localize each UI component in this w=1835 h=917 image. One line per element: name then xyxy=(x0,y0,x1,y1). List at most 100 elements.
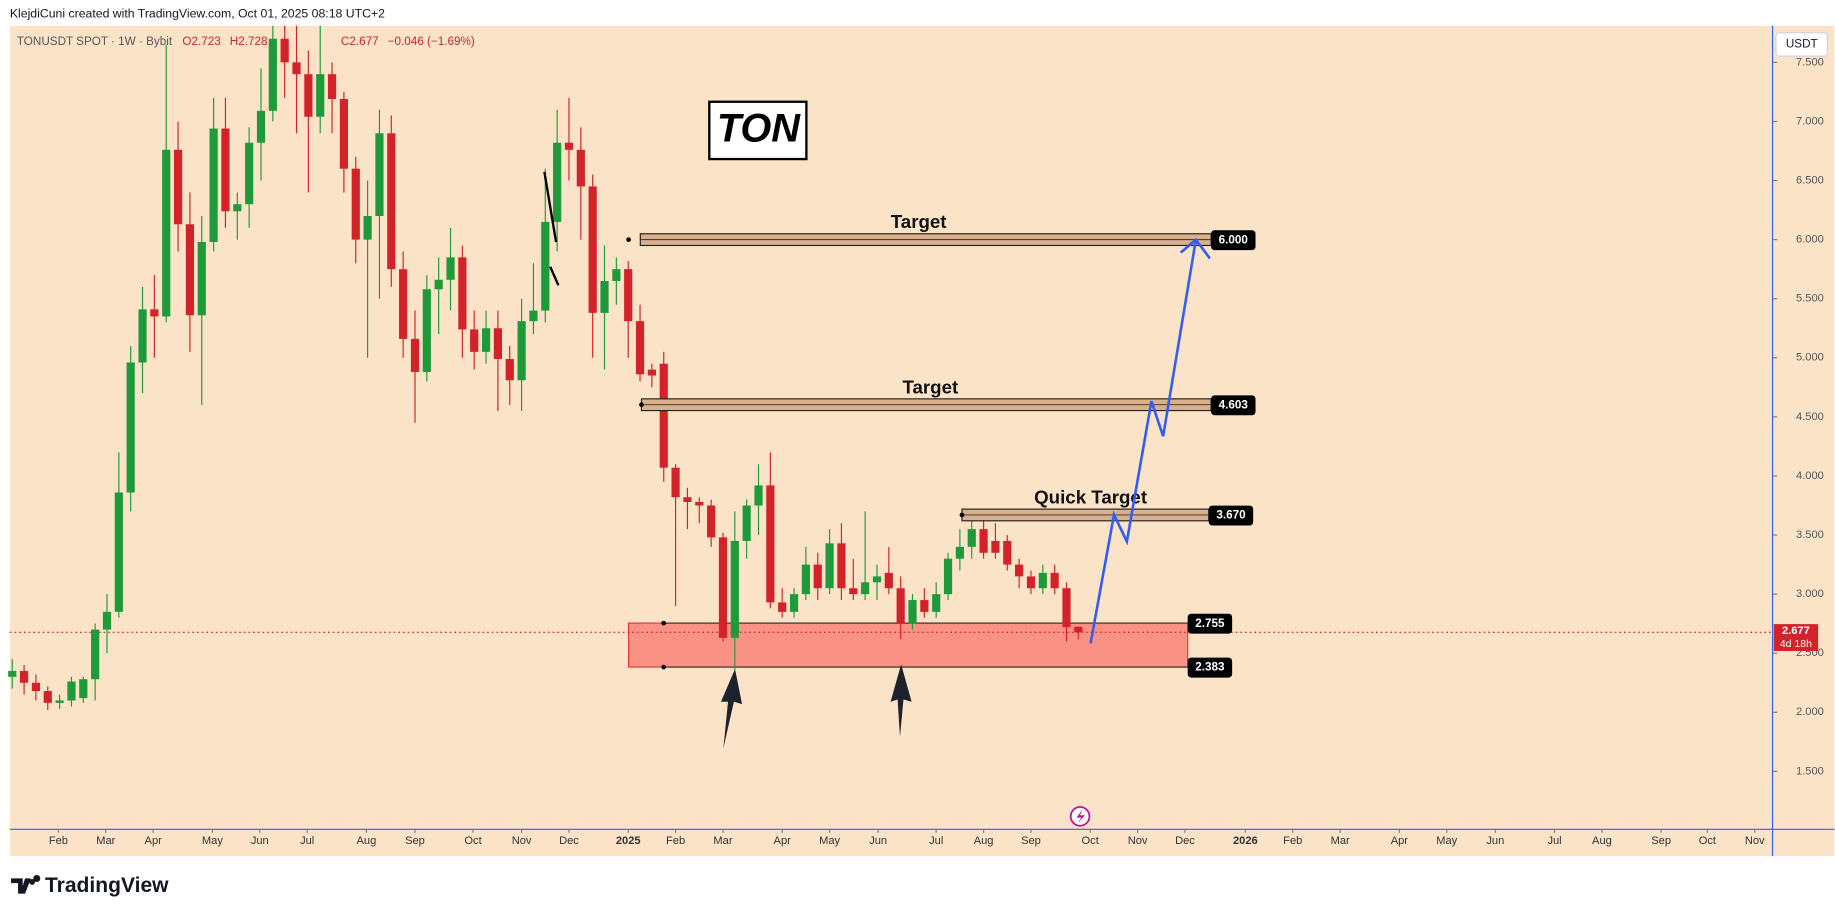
projection-arrowhead xyxy=(1179,237,1211,260)
zone-anchor xyxy=(661,620,667,626)
candle-body xyxy=(245,142,254,205)
candle-body xyxy=(920,600,929,612)
candle-body xyxy=(742,505,751,541)
candle-body xyxy=(363,215,372,240)
candle-body xyxy=(150,309,159,317)
candle-body xyxy=(233,204,242,212)
target-name: Quick Target xyxy=(1034,487,1147,508)
candle-body xyxy=(446,257,455,280)
ton-box xyxy=(708,100,808,161)
candle-body xyxy=(849,588,858,595)
price-tag-label: 3.670 xyxy=(1216,509,1246,522)
candle-body xyxy=(600,280,609,313)
zone-anchor xyxy=(661,664,667,670)
candle-body xyxy=(789,594,799,612)
currency-box[interactable] xyxy=(1775,32,1829,57)
price-tag-label: 2.755 xyxy=(1195,617,1225,630)
candle-body xyxy=(91,629,100,680)
y-tick-label: 1.500 xyxy=(1796,765,1824,777)
price-tag xyxy=(1208,505,1254,526)
x-tick-label: Nov xyxy=(1745,835,1765,847)
target-name: Target xyxy=(891,211,947,232)
candle-body xyxy=(553,142,562,222)
x-tick-label: Dec xyxy=(1175,835,1195,847)
candle-body xyxy=(162,149,171,317)
candle-body xyxy=(647,369,656,376)
y-tick-label: 4.000 xyxy=(1796,470,1824,482)
candle-body xyxy=(304,74,313,117)
candle-body xyxy=(126,362,135,493)
last-price-label: 2.677 xyxy=(1782,625,1810,637)
logo-icon xyxy=(11,874,41,894)
candle-body xyxy=(102,611,112,630)
candle-body xyxy=(730,540,739,638)
candle-body xyxy=(209,128,218,242)
x-tick-label: Oct xyxy=(464,835,481,847)
ton-label: TON xyxy=(717,107,801,151)
legend-high: H2.728 xyxy=(230,35,268,48)
candle-body xyxy=(399,269,408,339)
price-tag-label: 2.383 xyxy=(1195,661,1225,674)
candle-body xyxy=(813,564,822,589)
y-tick-label: 6.000 xyxy=(1796,234,1824,246)
price-tag xyxy=(1187,657,1233,678)
x-tick-label: 2025 xyxy=(616,835,641,847)
target-anchor xyxy=(959,512,965,518)
candle-body xyxy=(943,558,953,595)
candle-body xyxy=(766,485,775,603)
candle-body xyxy=(588,186,597,313)
target-anchor xyxy=(626,237,631,242)
candle-body xyxy=(67,681,76,701)
x-tick-label: 2026 xyxy=(1233,835,1258,847)
drawn-line xyxy=(543,171,558,243)
candle-body xyxy=(718,537,728,638)
x-tick-label: Sep xyxy=(1651,835,1671,847)
candle-body xyxy=(221,128,230,212)
x-tick-label: Nov xyxy=(1128,835,1148,847)
candle-body xyxy=(861,582,870,595)
candle-body xyxy=(979,529,988,553)
candle-body xyxy=(55,700,64,703)
price-tag-label: 4.603 xyxy=(1219,398,1249,411)
legend-symbol: TONUSDT SPOT · 1W · Bybit xyxy=(17,35,173,48)
candle-body xyxy=(280,38,289,63)
arrow xyxy=(721,669,743,749)
arrow xyxy=(890,664,912,737)
x-tick-label: Nov xyxy=(512,835,532,847)
candle-body xyxy=(635,321,645,375)
logo-text: TradingView xyxy=(45,874,169,897)
candle-body xyxy=(292,62,301,75)
candle-body xyxy=(955,546,964,559)
candle-body xyxy=(375,133,384,216)
candle-body xyxy=(529,310,538,322)
target-name: Target xyxy=(902,376,958,397)
candle-body xyxy=(79,679,88,699)
x-tick-label: Aug xyxy=(974,835,994,847)
candle-body xyxy=(707,505,716,538)
candle-body xyxy=(778,602,787,612)
candle-body xyxy=(185,224,195,316)
y-tick-label: 7.000 xyxy=(1796,115,1824,127)
candle-body xyxy=(339,98,349,169)
candle-body xyxy=(991,540,1000,553)
candle-body xyxy=(1050,572,1059,589)
plot: Target 6.000 Target 4.603 Quick Target 3.670 2… xyxy=(8,25,1773,710)
x-tick-label: Jul xyxy=(300,835,314,847)
candle-body xyxy=(695,501,704,506)
x-tick-label: Feb xyxy=(666,835,685,847)
candle-body xyxy=(505,358,514,381)
candle-body xyxy=(884,572,893,589)
candle-body xyxy=(327,74,337,99)
x-tick-label: Oct xyxy=(1082,835,1099,847)
candle-body xyxy=(19,670,29,683)
candle-body xyxy=(173,149,183,225)
chart-background xyxy=(9,25,1835,857)
candle-body xyxy=(624,269,633,322)
y-tick-label: 3.000 xyxy=(1796,588,1824,600)
candle-body xyxy=(564,142,574,150)
candle-body xyxy=(932,594,941,612)
x-tick-label: Apr xyxy=(1391,835,1409,847)
x-tick-label: Apr xyxy=(774,835,792,847)
candle-body xyxy=(517,321,526,381)
x-tick-label: Aug xyxy=(357,835,377,847)
